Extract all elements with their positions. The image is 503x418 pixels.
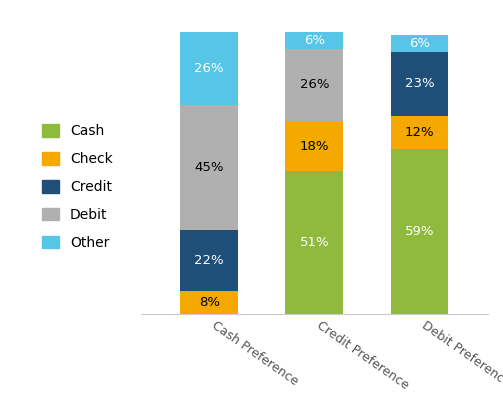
Text: 23%: 23%	[405, 77, 435, 90]
Bar	[391, 116, 449, 149]
Text: 18%: 18%	[300, 140, 329, 153]
Text: 6%: 6%	[409, 37, 430, 50]
Bar	[391, 149, 449, 314]
Text: 26%: 26%	[300, 79, 329, 92]
Bar	[391, 51, 449, 116]
Text: 6%: 6%	[304, 34, 325, 47]
Bar	[180, 291, 238, 314]
Text: 8%: 8%	[199, 296, 220, 309]
Bar	[180, 32, 238, 104]
Text: 45%: 45%	[195, 161, 224, 174]
Bar	[391, 35, 449, 51]
Bar	[180, 230, 238, 291]
Text: 59%: 59%	[405, 225, 434, 238]
Legend: Cash, Check, Credit, Debit, Other: Cash, Check, Credit, Debit, Other	[37, 119, 118, 255]
Bar	[285, 171, 343, 314]
Bar	[180, 104, 238, 230]
Text: 12%: 12%	[405, 126, 435, 139]
Bar	[285, 121, 343, 171]
Bar	[285, 32, 343, 49]
Text: 51%: 51%	[300, 236, 329, 249]
Text: 22%: 22%	[194, 254, 224, 267]
Text: 26%: 26%	[195, 62, 224, 75]
Bar	[285, 49, 343, 121]
